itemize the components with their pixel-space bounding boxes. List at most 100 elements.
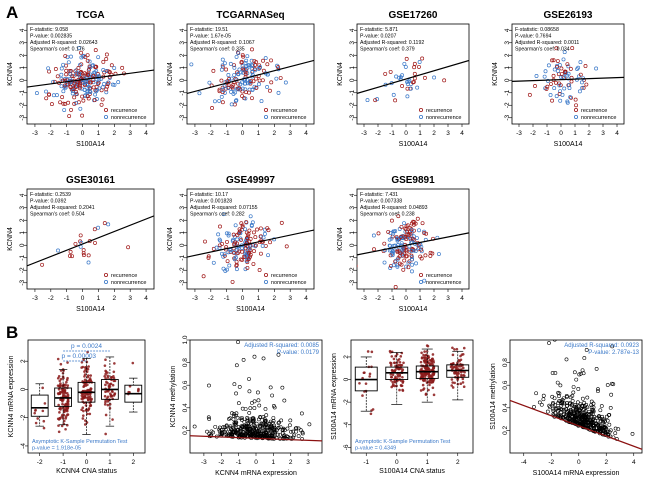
legend-label-nonrecurrence: nonrecurrence xyxy=(111,115,146,121)
jitter-point xyxy=(389,375,393,379)
jitter-point xyxy=(462,374,466,378)
data-point xyxy=(386,229,391,234)
y-axis-label: S100A14 mRNA expression xyxy=(331,353,338,440)
data-point xyxy=(581,371,586,376)
data-point xyxy=(206,254,211,259)
jitter-point xyxy=(61,402,64,406)
data-point xyxy=(582,416,587,421)
data-point xyxy=(395,249,400,254)
jitter-point xyxy=(432,393,436,397)
jitter-point xyxy=(66,384,70,387)
data-point xyxy=(409,248,414,253)
data-point xyxy=(256,390,260,395)
data-point xyxy=(65,55,70,60)
data-point xyxy=(61,101,66,106)
jitter-point xyxy=(369,412,373,416)
data-point xyxy=(553,371,558,375)
jitter-point xyxy=(427,381,431,384)
data-point xyxy=(94,97,99,101)
jitter-point xyxy=(460,373,463,377)
data-point xyxy=(574,103,579,108)
data-point xyxy=(223,268,228,273)
data-point xyxy=(240,86,245,91)
data-point xyxy=(81,248,86,253)
data-point xyxy=(613,431,618,436)
data-point xyxy=(585,422,590,427)
data-point xyxy=(229,102,234,107)
data-point xyxy=(574,406,579,411)
data-point xyxy=(581,85,586,90)
x-tick-label: -1 xyxy=(224,295,230,302)
jitter-point xyxy=(461,381,465,384)
data-point xyxy=(229,84,234,89)
x-tick-label: 0 xyxy=(395,459,399,466)
data-point xyxy=(244,220,249,224)
jitter-point xyxy=(86,398,90,401)
data-point xyxy=(209,433,214,438)
data-point xyxy=(232,412,236,416)
x-tick-label: -1 xyxy=(236,459,242,466)
data-point xyxy=(576,404,581,409)
data-point xyxy=(537,400,542,405)
data-point xyxy=(560,92,565,97)
y-tick-label: -2 xyxy=(179,102,186,108)
jitter-point xyxy=(81,417,85,420)
jitter-point xyxy=(108,406,112,410)
jitter-point xyxy=(34,408,37,412)
data-point xyxy=(259,99,264,104)
jitter-point xyxy=(112,379,116,383)
plot-frame xyxy=(26,188,155,290)
data-point xyxy=(589,399,594,404)
data-point xyxy=(237,385,242,389)
data-point xyxy=(58,100,63,105)
stat-text: Adjusted R-squared: 0.07155 xyxy=(190,205,258,211)
data-point xyxy=(220,63,225,68)
data-point xyxy=(120,65,125,70)
data-point xyxy=(229,76,234,81)
data-point xyxy=(551,402,555,407)
test-text: p-value = 1.918e-05 xyxy=(32,446,81,452)
data-point xyxy=(61,89,66,94)
jitter-point xyxy=(66,407,69,411)
jitter-point xyxy=(454,367,458,371)
stat-text: Adjusted R-squared: 0.1067 xyxy=(190,40,255,46)
data-point xyxy=(548,405,552,410)
data-point xyxy=(243,72,248,77)
legend-marker-recurrence xyxy=(104,272,109,277)
data-point xyxy=(219,431,224,436)
jitter-point xyxy=(431,386,435,390)
data-point xyxy=(270,420,275,425)
data-point xyxy=(71,87,76,91)
x-tick-label: 3 xyxy=(128,130,132,137)
data-point xyxy=(259,421,264,426)
y-tick-label: -1 xyxy=(19,89,26,95)
data-point xyxy=(240,64,245,69)
data-point xyxy=(232,73,237,77)
data-point xyxy=(254,421,259,426)
x-tick-label: -3 xyxy=(516,130,522,137)
data-point xyxy=(406,233,411,238)
data-point xyxy=(245,419,250,423)
data-point xyxy=(289,429,293,434)
data-point xyxy=(237,67,242,72)
regression-line xyxy=(357,232,469,256)
x-tick-label: 0 xyxy=(85,459,89,466)
stat-text: Spearman's coef: 0.379 xyxy=(360,47,415,53)
data-point xyxy=(248,406,253,411)
chart-kcnn4_cna: KCNN4 mRNA expression KCNN4 CNA status -2 -… xyxy=(8,339,146,475)
data-point xyxy=(565,62,570,67)
data-point xyxy=(558,413,563,418)
test-text: p-value = 0.4349 xyxy=(355,446,396,452)
data-point xyxy=(189,62,194,67)
chart-title: GSE17260 xyxy=(389,10,438,21)
data-point xyxy=(404,254,409,259)
jitter-point xyxy=(33,411,36,415)
data-point xyxy=(60,95,65,100)
data-point xyxy=(264,413,269,418)
jitter-point xyxy=(63,410,66,414)
data-point xyxy=(260,435,265,440)
data-point xyxy=(388,253,393,258)
data-point xyxy=(74,92,79,97)
data-point xyxy=(270,393,275,398)
x-tick-label: 0 xyxy=(254,459,258,466)
